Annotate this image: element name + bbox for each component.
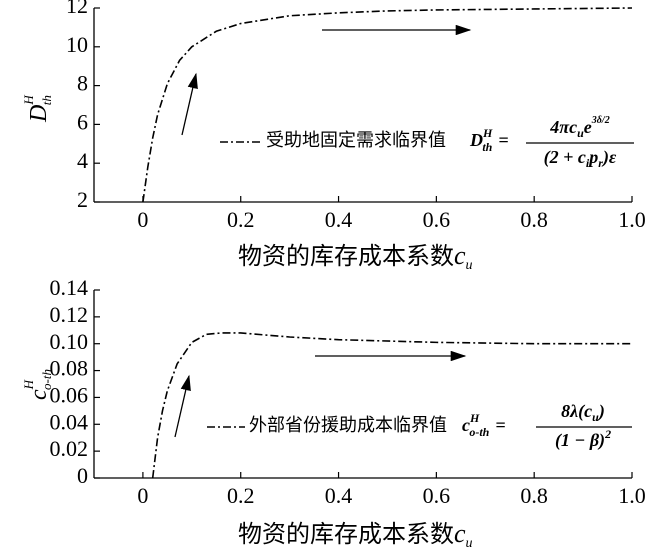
legend-label: 受助地固定需求临界值 xyxy=(266,130,446,150)
x-label-sub: u xyxy=(466,536,473,551)
y-tick-label: 4 xyxy=(77,148,88,173)
y-label-sub: th xyxy=(39,95,54,105)
x-tick-label: 0.8 xyxy=(520,207,548,232)
x-tick-label: 0.2 xyxy=(227,207,255,232)
y-tick-label: 10 xyxy=(66,32,88,57)
formula-numerator: 8λ(cu) xyxy=(561,401,605,424)
formula-part: = xyxy=(495,415,505,435)
x-label-sub: u xyxy=(466,258,473,273)
x-tick-label: 0.8 xyxy=(520,483,548,508)
x-axis-label: 物资的库存成本系数cu xyxy=(238,519,473,551)
y-tick-label: 0.08 xyxy=(50,356,89,381)
data-line xyxy=(151,332,632,479)
y-tick-label: 0.10 xyxy=(50,329,89,354)
formula-part: e xyxy=(584,117,592,137)
y-axis-label: cH o-th xyxy=(21,369,54,400)
formula-part: th xyxy=(482,140,492,154)
formula-lhs: cH o-th = xyxy=(462,411,506,439)
formula-part: D xyxy=(469,130,483,150)
y-tick-label: 0.02 xyxy=(50,436,89,461)
x-label-symbol: c xyxy=(454,519,466,548)
x-tick-label: 0.6 xyxy=(423,207,451,232)
x-label-symbol: c xyxy=(454,241,466,270)
arrow xyxy=(174,374,191,438)
y-tick-label: 12 xyxy=(66,0,88,18)
formula-part: c xyxy=(462,415,470,435)
formula-part: 4πc xyxy=(549,117,577,137)
y-tick-label: 0.14 xyxy=(50,275,89,300)
formula-part: 2 xyxy=(604,427,611,441)
formula-part: o-th xyxy=(469,425,489,439)
formula-part: = xyxy=(498,130,508,150)
x-tick-label: 0.4 xyxy=(325,483,353,508)
x-tick-label: 0.2 xyxy=(227,483,255,508)
x-label-text: 物资的库存成本系数 xyxy=(238,243,454,270)
legend-label: 外部省份援助成本临界值 xyxy=(249,415,447,435)
y-axis-label: DH th xyxy=(21,95,54,123)
x-axis-label: 物资的库存成本系数cu xyxy=(238,241,473,273)
arrow xyxy=(181,72,198,136)
x-tick-label: 0.4 xyxy=(325,207,353,232)
formula-part: H xyxy=(482,126,493,140)
y-label-symbol: D xyxy=(26,105,52,123)
y-label-symbol: c xyxy=(26,389,52,400)
x-label-text: 物资的库存成本系数 xyxy=(238,521,454,548)
formula-part: u xyxy=(577,126,584,140)
data-line xyxy=(142,7,633,203)
formula-part: )ε xyxy=(601,147,617,168)
y-tick-label: 0.04 xyxy=(50,409,89,434)
y-label-sup: H xyxy=(21,379,36,390)
x-tick-label: 1.0 xyxy=(618,483,646,508)
y-tick-label: 2 xyxy=(77,187,88,212)
x-tick-label: 1.0 xyxy=(618,207,646,232)
x-tick-label: 0 xyxy=(137,207,148,232)
x-tick-label: 0 xyxy=(137,483,148,508)
formula-part: ) xyxy=(597,401,605,422)
y-tick-label: 6 xyxy=(77,109,88,134)
formula-part: 3δ/2 xyxy=(591,115,610,126)
y-tick-label: 0 xyxy=(77,463,88,488)
formula-part: (1 − β) xyxy=(555,430,605,451)
formula-part: r xyxy=(598,156,603,170)
y-label-sup: H xyxy=(21,95,36,106)
y-tick-label: 8 xyxy=(77,71,88,96)
formula-part: (2 + c xyxy=(544,147,586,168)
formula-part: u xyxy=(592,410,599,424)
y-tick-label: 0.06 xyxy=(50,382,89,407)
formula-numerator: 4πcue3δ/2 xyxy=(549,115,609,139)
y-label-sub: o-th xyxy=(39,369,54,390)
y-tick-label: 0.12 xyxy=(50,302,89,327)
x-tick-label: 0.6 xyxy=(423,483,451,508)
formula-part: i xyxy=(586,156,590,170)
formula-denominator: (2 + cipr)ε xyxy=(544,147,617,170)
formula-denominator: (1 − β)2 xyxy=(555,427,611,451)
formula-part: H xyxy=(469,411,480,425)
formula-lhs: DH th = xyxy=(469,126,509,154)
formula-part: p xyxy=(587,147,598,167)
formula-part: 8λ(c xyxy=(561,401,592,422)
